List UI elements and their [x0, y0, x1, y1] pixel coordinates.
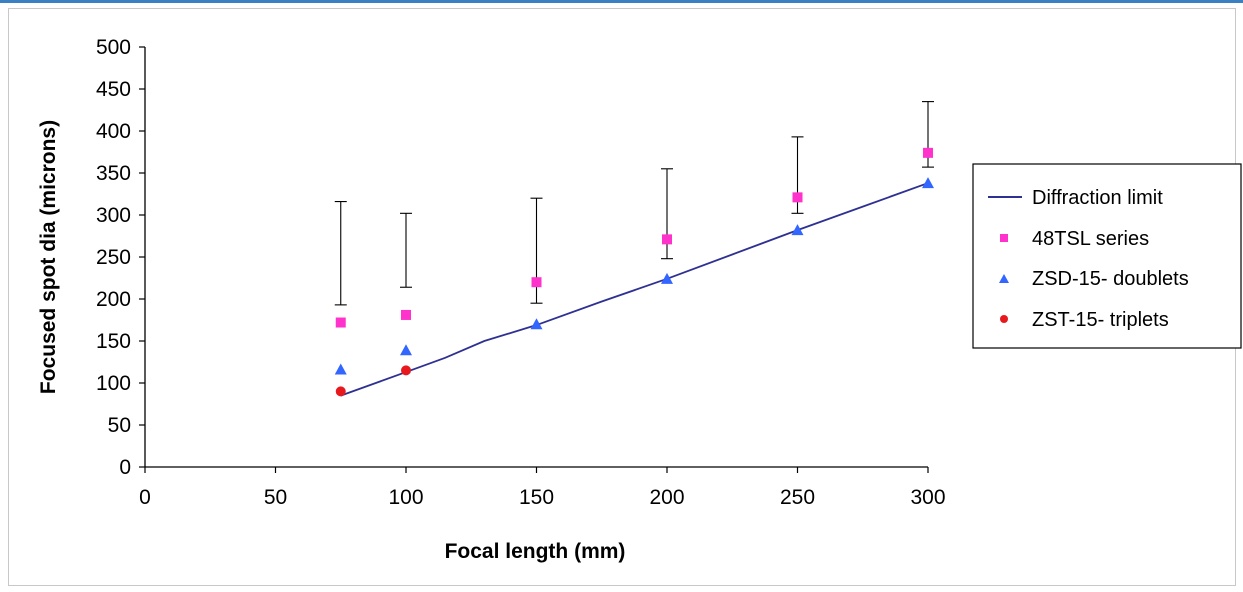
legend-label-48tsl: 48TSL series — [1032, 228, 1149, 250]
x-tick-label: 0 — [139, 486, 151, 509]
x-tick-label: 50 — [264, 486, 287, 509]
y-tick-label: 250 — [96, 246, 131, 269]
data-point-zsd — [791, 224, 804, 236]
y-tick-label: 500 — [96, 36, 131, 59]
legend-marker-zsd — [999, 274, 1009, 283]
data-point-zsd — [334, 363, 347, 375]
y-tick-label: 100 — [96, 372, 131, 395]
x-tick-label: 300 — [910, 486, 945, 509]
legend-marker-zst — [1000, 315, 1008, 323]
y-tick-label: 300 — [96, 204, 131, 227]
diffraction-limit-line — [340, 182, 929, 397]
data-point-zsd — [661, 272, 673, 284]
y-tick-label: 200 — [96, 288, 131, 311]
y-tick-label: 350 — [96, 162, 131, 185]
legend-label-zsd: ZSD-15- doublets — [1032, 268, 1189, 290]
legend-label-zst: ZST-15- triplets — [1032, 309, 1169, 331]
data-point-zsd — [530, 318, 543, 330]
x-tick-label: 100 — [388, 486, 423, 509]
data-point-48tsl — [923, 147, 933, 158]
legend-box — [972, 163, 1242, 349]
data-point-48tsl — [531, 277, 542, 288]
data-point-48tsl — [335, 317, 346, 328]
x-tick-label: 250 — [780, 486, 815, 509]
data-point-zsd — [400, 344, 412, 356]
legend-marker-48tsl — [1000, 234, 1008, 242]
legend-label-diffraction: Diffraction limit — [1032, 187, 1163, 209]
data-point-zst — [335, 386, 346, 397]
data-point-zsd — [922, 177, 934, 189]
data-point-48tsl — [792, 192, 803, 203]
x-tick-label: 200 — [649, 486, 684, 509]
data-point-48tsl — [401, 309, 411, 320]
x-tick-label: 150 — [519, 486, 554, 509]
y-tick-label: 150 — [96, 330, 131, 353]
data-point-48tsl — [662, 234, 672, 245]
data-point-zst — [401, 365, 411, 376]
x-axis-title: Focal length (mm) — [445, 540, 626, 563]
top-accent-bar — [0, 0, 1243, 3]
y-tick-label: 50 — [108, 414, 131, 437]
legend: Diffraction limit 48TSL series ZSD-15- d… — [972, 163, 1242, 349]
y-tick-label: 0 — [119, 456, 131, 479]
y-tick-label: 450 — [96, 78, 131, 101]
y-axis-title: Focused spot dia (microns) — [37, 120, 60, 394]
plot-area: 0 50 100 150 200 250 300 350 400 450 500 0 50 100 150 2… — [96, 36, 946, 509]
y-tick-label: 400 — [96, 120, 131, 143]
